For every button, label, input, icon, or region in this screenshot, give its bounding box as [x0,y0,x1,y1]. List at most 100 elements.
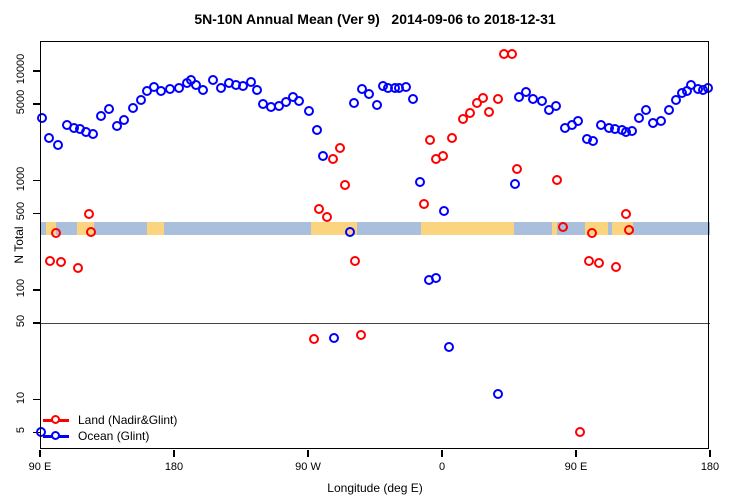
data-point-ocean [173,82,184,93]
data-point-land [483,107,494,118]
data-point-ocean [44,133,55,144]
data-point-ocean [633,112,644,123]
legend-item-land: Land (Nadir&Glint) [43,412,177,428]
data-point-ocean [37,112,48,123]
data-point-land [51,227,62,238]
y-tick-mark [33,322,40,324]
data-point-ocean [328,332,339,343]
chart-title: 5N-10N Annual Mean (Ver 9) 2014-09-06 to… [194,11,556,27]
data-point-ocean [573,116,584,127]
data-point-land [557,222,568,233]
y-tick-mark [33,212,40,215]
data-point-land [583,256,594,267]
y-tick-mark [33,103,40,105]
data-point-ocean [641,105,652,116]
data-point-ocean [311,125,322,136]
data-point-ocean [345,226,356,237]
x-tick-label: 90 E [564,461,588,473]
data-point-land [356,330,367,341]
data-point-land [587,228,598,239]
data-point-ocean [439,205,450,216]
x-tick-label: 180 [700,461,720,473]
data-point-ocean [513,91,524,102]
data-point-ocean [119,115,130,126]
data-point-ocean [136,94,147,105]
data-point-ocean [521,86,532,97]
data-point-ocean [431,272,442,283]
data-point-land [313,204,324,215]
data-point-ocean [671,95,682,106]
x-tick-label: 0 [438,461,446,473]
data-point-land [309,334,320,345]
x-tick-label: 90 E [28,461,52,473]
data-point-land [507,49,518,60]
data-point-ocean [537,95,548,106]
x-tick-mark [173,450,175,457]
data-point-ocean [415,177,426,188]
x-tick-mark [441,450,443,457]
data-point-land [477,92,488,103]
data-point-land [610,262,621,273]
data-point-land [621,208,632,219]
data-point-ocean [246,77,257,88]
data-point-land [45,256,56,267]
data-point-ocean [663,105,674,116]
legend: Land (Nadir&Glint) Ocean (Glint) [43,412,177,444]
x-tick-mark [39,450,41,457]
data-point-ocean [251,85,262,96]
data-point-ocean [364,88,375,99]
plot-area [36,41,713,450]
data-point-ocean [656,116,666,127]
legend-item-ocean: Ocean (Glint) [43,428,177,444]
data-point-land [438,150,449,161]
y-tick-mark [33,289,40,291]
data-point-land [472,98,483,109]
x-tick-mark [575,450,577,457]
data-point-ocean [702,82,713,93]
x-tick-mark [709,450,711,457]
data-point-land [492,94,503,105]
data-point-ocean [156,86,167,97]
data-point-ocean [281,96,292,107]
data-point-ocean [207,75,218,86]
data-point-ocean [492,389,503,400]
map-strip-land-patch [147,222,164,235]
data-point-ocean [294,95,305,106]
data-point-ocean [52,139,63,150]
map-strip-land-patch [421,222,515,235]
data-point-ocean [191,79,202,90]
data-point-land [56,257,67,268]
data-point-land [552,174,563,185]
data-point-ocean [96,111,107,122]
data-point-land [425,135,436,146]
y-tick-label: 50 [15,314,27,328]
data-point-ocean [510,179,521,190]
data-point-ocean [303,106,314,117]
map-strip-land-patch [45,222,57,235]
data-point-land [465,108,476,119]
ocean-circle-icon [51,431,60,440]
legend-label: Land (Nadir&Glint) [78,413,178,427]
data-point-land [86,226,97,237]
data-point-land [340,179,351,190]
data-point-land [575,426,585,437]
data-point-ocean [318,150,329,161]
data-point-land [447,132,458,143]
data-point-ocean [627,126,638,137]
legend-symbol [43,412,69,428]
data-point-ocean [407,94,418,105]
data-point-ocean [588,135,599,146]
data-point-ocean [400,82,411,93]
x-tick-label: 180 [164,461,184,473]
x-tick-mark [307,450,309,457]
data-point-land [623,224,634,235]
y-tick-mark [33,70,40,72]
data-point-land [457,113,468,124]
y-tick-label: 5000 [15,89,27,115]
reference-line-50 [40,322,710,324]
data-point-land [335,142,346,153]
land-circle-icon [51,415,60,424]
legend-label: Ocean (Glint) [78,429,150,443]
data-point-land [327,154,338,165]
